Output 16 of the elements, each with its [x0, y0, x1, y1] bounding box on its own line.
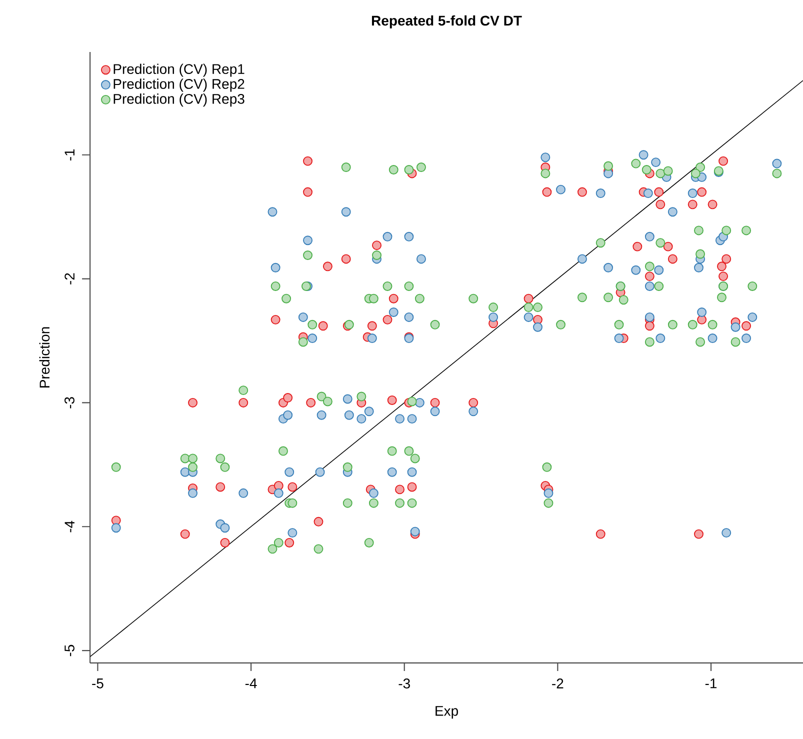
- legend-label: Prediction (CV) Rep2: [114, 78, 244, 92]
- y-tick-label: -1: [64, 149, 74, 160]
- x-axis-title: Exp: [436, 706, 458, 719]
- x-tick-label: -1: [705, 678, 717, 688]
- x-tick-label: -2: [552, 678, 564, 688]
- y-tick-label: -4: [64, 520, 74, 532]
- y-axis-title: Prediction: [39, 327, 50, 388]
- legend-label: Prediction (CV) Rep1: [114, 64, 244, 77]
- x-tick-label: -3: [398, 678, 410, 688]
- y-tick-label: -2: [64, 273, 74, 284]
- legend-label: Prediction (CV) Rep3: [114, 94, 244, 107]
- y-tick-label: -5: [64, 644, 74, 656]
- chart-title: Repeated 5-fold CV DT: [372, 15, 522, 28]
- x-tick-label: -4: [245, 678, 257, 688]
- x-tick-label: -5: [92, 678, 104, 688]
- y-tick-label: -3: [64, 397, 74, 408]
